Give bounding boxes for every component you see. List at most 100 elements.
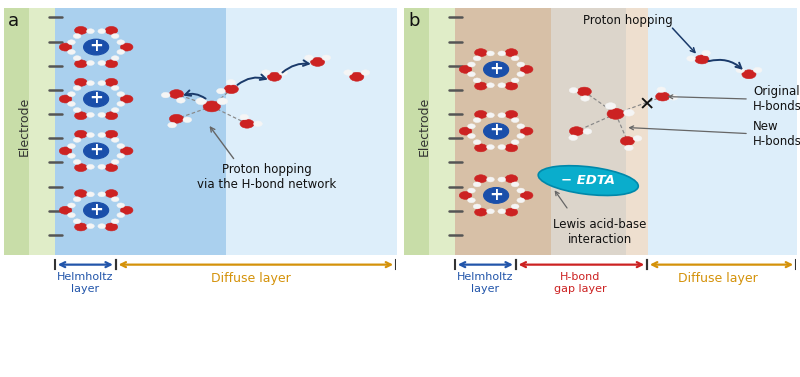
- Circle shape: [111, 159, 119, 164]
- Circle shape: [517, 62, 525, 67]
- Circle shape: [111, 138, 119, 143]
- Circle shape: [67, 40, 75, 45]
- Text: Lewis acid-base
interaction: Lewis acid-base interaction: [554, 218, 646, 246]
- Circle shape: [267, 72, 282, 81]
- Circle shape: [278, 70, 287, 75]
- Circle shape: [86, 81, 94, 86]
- Circle shape: [121, 95, 133, 103]
- Circle shape: [74, 112, 87, 120]
- Text: Diffuse layer: Diffuse layer: [678, 272, 758, 285]
- Circle shape: [98, 192, 106, 197]
- Text: +: +: [489, 186, 503, 204]
- Circle shape: [695, 55, 709, 64]
- Text: ✕: ✕: [639, 96, 655, 115]
- Circle shape: [474, 208, 487, 216]
- Circle shape: [59, 95, 72, 103]
- Circle shape: [657, 87, 666, 92]
- Circle shape: [511, 204, 519, 209]
- Circle shape: [117, 49, 125, 54]
- Circle shape: [517, 72, 525, 77]
- Circle shape: [483, 61, 509, 77]
- Circle shape: [83, 143, 109, 159]
- Circle shape: [511, 56, 519, 61]
- Circle shape: [517, 133, 525, 138]
- Circle shape: [105, 190, 118, 198]
- Circle shape: [240, 119, 254, 128]
- Circle shape: [467, 62, 475, 67]
- Circle shape: [262, 70, 270, 75]
- Circle shape: [742, 70, 756, 79]
- Circle shape: [67, 203, 75, 208]
- Circle shape: [117, 153, 125, 158]
- Circle shape: [361, 70, 370, 75]
- Text: Helmholtz
layer: Helmholtz layer: [58, 272, 114, 294]
- Circle shape: [486, 177, 494, 182]
- Circle shape: [117, 101, 125, 106]
- Circle shape: [59, 147, 72, 155]
- Circle shape: [98, 112, 106, 117]
- Circle shape: [620, 136, 634, 146]
- Circle shape: [74, 164, 87, 172]
- Circle shape: [474, 140, 481, 145]
- Circle shape: [121, 43, 133, 51]
- Circle shape: [467, 188, 475, 193]
- Circle shape: [350, 72, 364, 81]
- Circle shape: [217, 98, 228, 105]
- Circle shape: [117, 144, 125, 149]
- Circle shape: [170, 90, 183, 98]
- Circle shape: [498, 113, 506, 118]
- Circle shape: [98, 224, 106, 228]
- Circle shape: [656, 92, 670, 101]
- Circle shape: [474, 110, 487, 118]
- Circle shape: [74, 86, 81, 90]
- Circle shape: [505, 144, 518, 152]
- Circle shape: [459, 65, 472, 73]
- Circle shape: [105, 60, 118, 68]
- Circle shape: [310, 57, 325, 66]
- Circle shape: [74, 219, 81, 224]
- Circle shape: [569, 135, 578, 141]
- Circle shape: [467, 72, 475, 77]
- Circle shape: [474, 182, 481, 187]
- Circle shape: [74, 197, 81, 202]
- Circle shape: [59, 43, 72, 51]
- Circle shape: [459, 127, 472, 135]
- Circle shape: [83, 91, 109, 107]
- Circle shape: [581, 96, 590, 101]
- Ellipse shape: [538, 166, 638, 195]
- Circle shape: [117, 40, 125, 45]
- Circle shape: [67, 213, 75, 218]
- Circle shape: [105, 130, 118, 138]
- Circle shape: [86, 164, 94, 169]
- Circle shape: [74, 138, 81, 143]
- Circle shape: [486, 113, 494, 118]
- Circle shape: [474, 78, 481, 83]
- Circle shape: [486, 145, 494, 150]
- Text: Proton hopping: Proton hopping: [582, 14, 672, 27]
- Circle shape: [583, 129, 592, 134]
- Circle shape: [486, 83, 494, 88]
- Circle shape: [467, 124, 475, 129]
- Circle shape: [98, 61, 106, 66]
- Circle shape: [486, 51, 494, 56]
- Text: +: +: [489, 121, 503, 139]
- Circle shape: [474, 49, 487, 57]
- Circle shape: [474, 56, 481, 61]
- Text: Proton hopping
via the H-bond network: Proton hopping via the H-bond network: [197, 163, 336, 191]
- Circle shape: [511, 140, 519, 145]
- Circle shape: [74, 130, 87, 138]
- Circle shape: [105, 223, 118, 231]
- Circle shape: [474, 82, 487, 90]
- Circle shape: [511, 78, 519, 83]
- Circle shape: [203, 101, 220, 112]
- Circle shape: [486, 209, 494, 214]
- Circle shape: [83, 39, 109, 55]
- Circle shape: [183, 117, 192, 123]
- Text: Electrode: Electrode: [418, 97, 431, 156]
- Circle shape: [59, 206, 72, 214]
- Circle shape: [111, 219, 119, 224]
- Circle shape: [474, 175, 487, 183]
- Circle shape: [86, 192, 94, 197]
- Circle shape: [686, 56, 695, 61]
- Circle shape: [754, 67, 762, 73]
